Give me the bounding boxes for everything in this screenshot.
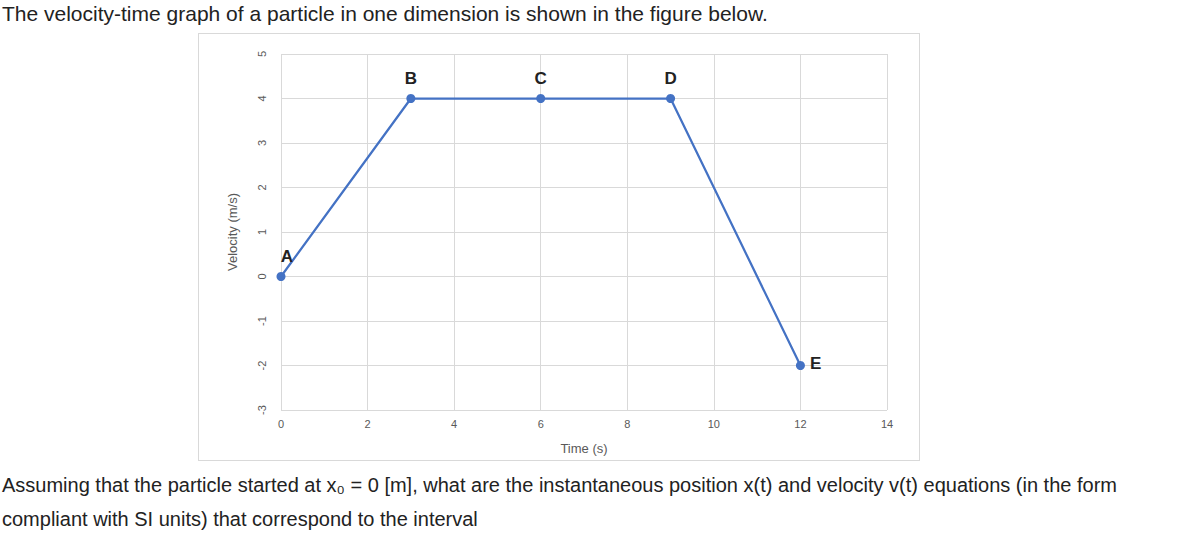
svg-text:4: 4 bbox=[256, 95, 268, 101]
svg-text:0: 0 bbox=[278, 418, 284, 430]
html-text:Assuming that the particle sta: Assuming that the particle started at x₀… bbox=[2, 474, 1117, 530]
svg-text:1: 1 bbox=[256, 229, 268, 235]
svg-text:4: 4 bbox=[451, 418, 457, 430]
svg-text:10: 10 bbox=[708, 418, 720, 430]
svg-text:12: 12 bbox=[794, 418, 806, 430]
svg-text:Time (s): Time (s) bbox=[560, 441, 607, 456]
html-text:The velocity-time graph of a p: The velocity-time graph of a particle in… bbox=[2, 2, 768, 25]
svg-text:E: E bbox=[810, 354, 821, 373]
svg-text:5: 5 bbox=[256, 51, 268, 57]
svg-text:0: 0 bbox=[256, 273, 268, 279]
svg-text:2: 2 bbox=[256, 184, 268, 190]
svg-text:C: C bbox=[535, 69, 547, 88]
svg-text:A: A bbox=[281, 247, 293, 266]
svg-text:-3: -3 bbox=[256, 405, 268, 415]
svg-text:-1: -1 bbox=[256, 316, 268, 326]
svg-text:-2: -2 bbox=[256, 361, 268, 371]
svg-text:2: 2 bbox=[365, 418, 371, 430]
svg-text:B: B bbox=[405, 69, 417, 88]
svg-text:8: 8 bbox=[624, 418, 630, 430]
svg-text:Velocity (m/s): Velocity (m/s) bbox=[225, 193, 240, 271]
svg-text:D: D bbox=[664, 69, 676, 88]
svg-text:14: 14 bbox=[881, 418, 893, 430]
svg-text:3: 3 bbox=[256, 140, 268, 146]
svg-text:6: 6 bbox=[538, 418, 544, 430]
